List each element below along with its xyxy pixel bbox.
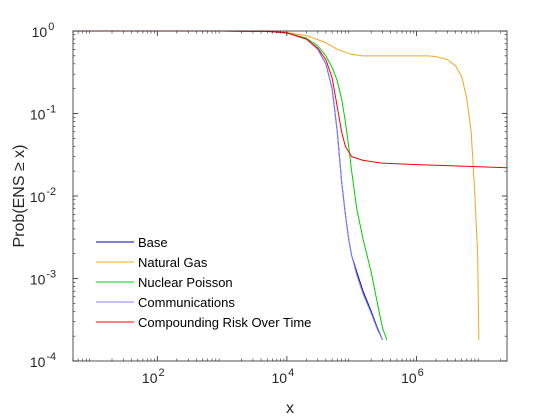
y-tick-label-4: 10-4 [30, 351, 56, 370]
legend-label-3: Communications [138, 295, 235, 310]
legend-label-4: Compounding Risk Over Time [138, 315, 311, 330]
y-tick-label-1: 10-1 [30, 104, 56, 123]
legend-label-2: Nuclear Poisson [138, 275, 233, 290]
plot-area [73, 31, 507, 361]
x-tick-label-1: 104 [272, 367, 295, 386]
x-axis-title: x [286, 400, 294, 417]
y-tick-label-0: 100 [32, 21, 55, 40]
legend-label-1: Natural Gas [138, 255, 208, 270]
legend-label-0: Base [138, 235, 168, 250]
x-tick-label-0: 102 [142, 367, 165, 386]
x-tick-label-2: 106 [401, 367, 424, 386]
legend: Base Natural Gas Nuclear Poisson Communicat… [96, 235, 311, 330]
y-tick-label-3: 10-3 [30, 269, 56, 288]
series-line-1 [73, 30, 480, 340]
y-axis-title: Prob(ENS ≥ x) [11, 144, 28, 247]
y-tick-label-2: 10-2 [30, 186, 56, 205]
